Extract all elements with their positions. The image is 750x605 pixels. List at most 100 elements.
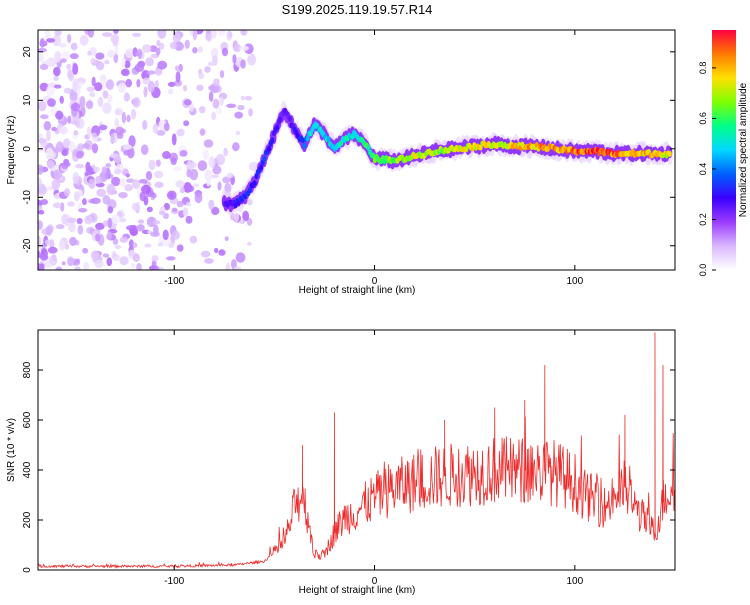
noise-point (146, 216, 157, 228)
noise-point (55, 266, 63, 270)
noise-point (70, 42, 78, 51)
noise-point (105, 79, 115, 90)
noise-point (47, 98, 56, 107)
noise-point (183, 120, 190, 127)
colorbar-tick-label: 0.2 (698, 213, 708, 226)
x-tick-label: 0 (372, 576, 378, 587)
figure-title: S199.2025.119.19.57.R14 (282, 2, 433, 17)
noise-point (172, 230, 180, 240)
noise-point (174, 79, 183, 87)
noise-point (198, 105, 206, 114)
noise-point (89, 92, 96, 98)
noise-point (185, 202, 192, 207)
noise-point (106, 94, 113, 103)
noise-point (79, 96, 86, 109)
noise-point (184, 39, 190, 50)
noise-point (247, 53, 257, 66)
noise-point (153, 170, 164, 179)
noise-point (170, 157, 177, 166)
noise-point (189, 168, 199, 181)
noise-point (78, 82, 84, 88)
y-tick-label: 0 (22, 146, 33, 152)
ridge-point (275, 124, 280, 131)
noise-point (173, 166, 182, 172)
snr-plot-area (38, 330, 675, 570)
noise-point (61, 213, 69, 225)
noise-point (150, 265, 160, 270)
noise-point (232, 54, 237, 64)
noise-point (39, 63, 49, 71)
ridge-point (262, 155, 267, 162)
noise-point (60, 58, 67, 63)
noise-point (72, 82, 79, 93)
noise-point (55, 141, 64, 153)
y-tick: 10 (22, 94, 675, 106)
noise-point (113, 30, 119, 35)
noise-point (63, 138, 71, 147)
noise-point (44, 30, 51, 41)
noise-point (78, 208, 88, 213)
noise-point (114, 45, 119, 55)
noise-point (233, 211, 240, 223)
noise-point (143, 86, 148, 98)
noise-point (124, 183, 134, 192)
noise-point (175, 180, 185, 188)
noise-point (217, 30, 226, 36)
noise-point (151, 255, 159, 262)
noise-point (67, 201, 75, 207)
noise-point (114, 155, 122, 164)
noise-point (114, 244, 122, 250)
noise-point (121, 111, 127, 124)
noise-point (49, 151, 56, 159)
noise-point (96, 188, 106, 197)
noise-point (117, 82, 127, 93)
colorbar-label: Normalized spectral amplitude (738, 82, 749, 217)
noise-point (176, 244, 184, 252)
noise-point (207, 61, 215, 66)
noise-point (185, 215, 193, 224)
ridge-point (247, 187, 252, 194)
noise-point (66, 217, 76, 224)
colorbar-tick: 0.2 (698, 213, 716, 226)
noise-point (126, 114, 131, 123)
noise-point (61, 148, 68, 156)
noise-point (208, 91, 214, 102)
noise-point (235, 130, 241, 136)
noise-point (226, 103, 237, 109)
noise-point (176, 128, 185, 137)
noise-point (38, 138, 47, 144)
noise-point (206, 141, 211, 147)
noise-point (240, 95, 245, 101)
noise-point (136, 79, 141, 88)
colorbar-tick: 0.6 (698, 112, 716, 125)
noise-point (197, 46, 203, 53)
noise-point (105, 163, 112, 168)
noise-point (72, 63, 79, 75)
noise-point (58, 239, 66, 251)
noise-point (188, 161, 197, 169)
x-tick: -100 (164, 330, 185, 587)
noise-point (246, 217, 253, 226)
noise-point (211, 111, 217, 121)
noise-point (155, 159, 161, 167)
noise-point (73, 130, 79, 136)
noise-point (79, 34, 89, 46)
noise-point (152, 123, 159, 134)
noise-point (234, 111, 244, 119)
y-tick: 20 (22, 46, 675, 57)
noise-point (192, 183, 200, 188)
noise-point (87, 50, 92, 56)
noise-point (162, 151, 171, 160)
noise-point (179, 149, 188, 157)
ridge-point (233, 202, 238, 209)
y-tick-label: -20 (22, 238, 33, 253)
noise-point (45, 239, 52, 246)
spectrogram-x-label: Height of straight line (km) (299, 285, 416, 296)
noise-point (86, 86, 96, 92)
noise-point (112, 238, 119, 245)
noise-point (119, 236, 128, 243)
noise-point (130, 263, 136, 269)
colorbar-tick: 0.0 (698, 264, 716, 276)
noise-point (156, 39, 161, 47)
